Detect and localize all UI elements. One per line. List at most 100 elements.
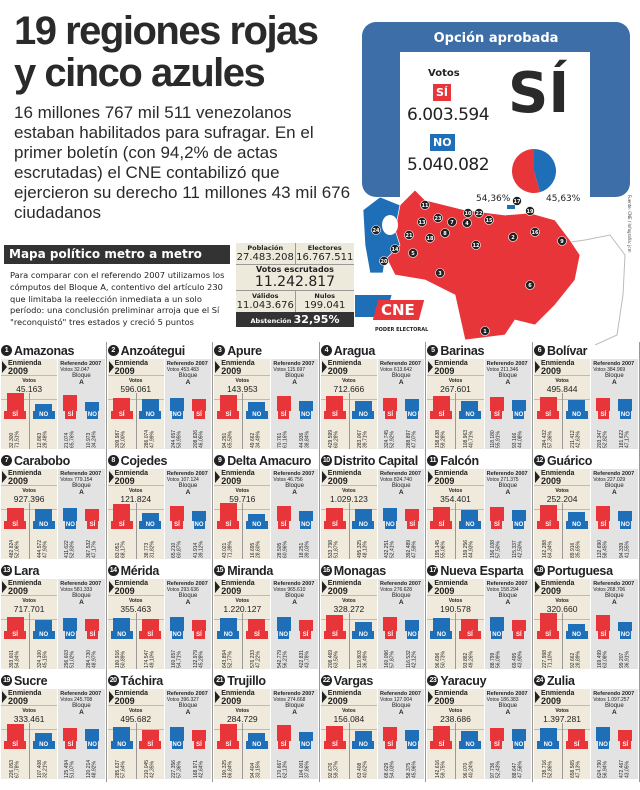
bar-column-no: NO 181.622 47,17% bbox=[615, 393, 635, 449]
bar-si bbox=[6, 617, 24, 631]
bar-si bbox=[511, 620, 526, 631]
bar-percent: 28,60% bbox=[255, 541, 262, 558]
bar-values: 96.696 50,73% bbox=[435, 640, 447, 668]
enmienda-heading: Enmienda 2009 bbox=[533, 689, 591, 706]
bar-percent: 47,13% bbox=[575, 761, 582, 778]
bar-percent: 63,08% bbox=[602, 651, 609, 668]
enmienda-2009-section: Enmienda 2009 Votos 495.844 SÍ 284.432 57,… bbox=[533, 359, 591, 449]
bar-no bbox=[405, 730, 420, 741]
bar-column-si: SÍ 422.831 43,78% bbox=[296, 613, 316, 669]
bar-percent: 51,87% bbox=[333, 541, 340, 558]
state-number: 15 bbox=[214, 565, 226, 576]
state-panel-zulia: 24 Zulia Enmienda 2009 Votos 1.397.281 NO … bbox=[533, 672, 640, 782]
state-name: Mérida bbox=[120, 563, 160, 578]
svg-text:18: 18 bbox=[427, 236, 434, 242]
bloque-label: Bloque bbox=[178, 483, 198, 489]
bloque-label: Bloque bbox=[605, 703, 624, 709]
state-number: 13 bbox=[1, 565, 12, 576]
svg-text:1: 1 bbox=[483, 329, 487, 335]
bar-column-si: SÍ 132.979 45,28% bbox=[189, 613, 209, 669]
bar-label: SÍ bbox=[323, 521, 346, 529]
bar-si bbox=[461, 619, 479, 631]
state-panel-delta-amacuro: 9 Delta Amacuro Enmienda 2009 Votos 59.716… bbox=[213, 452, 320, 562]
bar-percent: 43,05% bbox=[624, 761, 631, 778]
referendo-2007-section: Referendo 2007 Votos 965.610 Bloque A NO… bbox=[271, 579, 318, 669]
bloque-label: Bloque bbox=[178, 703, 198, 709]
referendo-heading: Referendo 2007 bbox=[166, 471, 208, 477]
bar-label: NO bbox=[458, 521, 481, 529]
state-number: 22 bbox=[320, 675, 332, 686]
bar-percent: 32,21% bbox=[42, 761, 49, 778]
bar-percent: 47,56% bbox=[517, 761, 524, 778]
enmienda-heading: Enmienda 2009 bbox=[533, 579, 591, 596]
svg-text:2: 2 bbox=[511, 235, 515, 241]
total-votes-2007: Votos 158.294 bbox=[486, 587, 519, 593]
bar-label: SÍ bbox=[384, 411, 396, 419]
bar-percent: 36,91% bbox=[624, 651, 631, 668]
bar-no bbox=[539, 728, 557, 741]
bloque-letter: A bbox=[185, 709, 191, 716]
bar-column-si: SÍ 32.300 71,51% bbox=[1, 393, 29, 449]
enmienda-2009-section: Enmienda 2009 Votos 320.660 SÍ 227.998 71,… bbox=[533, 579, 591, 669]
referendo-2007-section: Referendo 2007 Votos 779.154 Bloque A NO… bbox=[58, 469, 105, 559]
bar-si bbox=[170, 506, 184, 521]
state-number: 11 bbox=[427, 455, 439, 466]
bar-values: 89.916 35,65% bbox=[570, 530, 582, 558]
bar-values: 432.251 52,41% bbox=[384, 530, 396, 558]
bar-column-si: SÍ 69.495 43,90% bbox=[509, 613, 529, 669]
bar-column-si: SÍ 92.676 59,37% bbox=[321, 723, 349, 779]
state-panel-bol-var: 6 Bolívar Enmienda 2009 Votos 495.844 SÍ 2… bbox=[533, 342, 640, 452]
bar-values: 533.798 51,87% bbox=[328, 530, 340, 558]
state-name: Bolívar bbox=[546, 343, 588, 358]
enmienda-2009-section: Enmienda 2009 Votos 354.401 SÍ 195.145 55,… bbox=[427, 469, 484, 559]
bar-no bbox=[489, 617, 504, 631]
enmienda-heading: Enmienda 2009 bbox=[1, 359, 58, 376]
bar-column-no: NO 285.637 57,64% bbox=[108, 723, 136, 779]
state-name: Táchira bbox=[120, 673, 164, 688]
bar-percent: 44,08% bbox=[517, 431, 524, 448]
bar-column-no: NO 288.897 47,07% bbox=[402, 393, 422, 449]
bloque-letter: A bbox=[505, 709, 511, 716]
map-label-8: 8 bbox=[440, 228, 450, 238]
state-name: Anzoátegui bbox=[120, 343, 186, 358]
state-name: Amazonas bbox=[14, 343, 75, 358]
enmienda-heading: Enmienda 2009 bbox=[107, 359, 164, 376]
bar-values: 284.730 48,97% bbox=[86, 640, 98, 668]
bar-no bbox=[354, 622, 372, 631]
svg-text:15: 15 bbox=[486, 218, 493, 224]
bar-column-si: SÍ 393.601 54,84% bbox=[1, 613, 29, 669]
bloque-letter: A bbox=[79, 489, 84, 496]
map-credit: Fuente: CNE / Infografía: jcm bbox=[627, 195, 632, 253]
bar-no bbox=[170, 398, 184, 411]
bar-percent: 64,34% bbox=[547, 541, 554, 558]
bar-label: NO bbox=[64, 521, 76, 529]
bar-column-no: NO 89.916 35,65% bbox=[562, 503, 590, 559]
bar-label: SÍ bbox=[537, 521, 560, 529]
bar-values: 16.695 28,60% bbox=[250, 530, 262, 558]
bar-no bbox=[113, 727, 131, 741]
enmienda-2009-section: Enmienda 2009 Votos 717.701 SÍ 393.601 54,… bbox=[1, 579, 58, 669]
bar-percent: 65,50% bbox=[227, 431, 234, 448]
bar-label: NO bbox=[565, 411, 588, 419]
bar-label: SÍ bbox=[193, 631, 205, 639]
enmienda-heading: Enmienda 2009 bbox=[1, 579, 58, 596]
headline: 19 regiones rojas y cinco azules bbox=[14, 9, 319, 95]
state-name: Sucre bbox=[14, 673, 48, 688]
bar-values: 65.210 60,87% bbox=[171, 530, 183, 558]
counted-value: 11.242.817 bbox=[254, 274, 336, 290]
bar-column-si: SÍ 284.730 48,97% bbox=[82, 613, 102, 669]
state-name: Trujillo bbox=[227, 673, 266, 688]
bar-percent: 52,86% bbox=[547, 761, 554, 778]
enmienda-heading: Enmienda 2009 bbox=[1, 689, 58, 706]
state-panel-gu-rico: 12 Guárico Enmienda 2009 Votos 252.204 SÍ … bbox=[533, 452, 640, 562]
map-label-13: 13 bbox=[417, 217, 427, 227]
pie-slice-si bbox=[512, 149, 540, 193]
bar-column-si: SÍ 162.288 64,34% bbox=[534, 503, 562, 559]
lede-paragraph: 16 millones 767 mil 511 venezolanos esta… bbox=[14, 103, 351, 222]
bar-si bbox=[276, 506, 291, 521]
votes-label: Votos bbox=[555, 598, 569, 604]
bar-si bbox=[276, 396, 291, 411]
bar-label: SÍ bbox=[171, 521, 183, 529]
total-votes-2007: Votos 384.969 bbox=[593, 367, 626, 373]
bar-si bbox=[85, 619, 100, 631]
